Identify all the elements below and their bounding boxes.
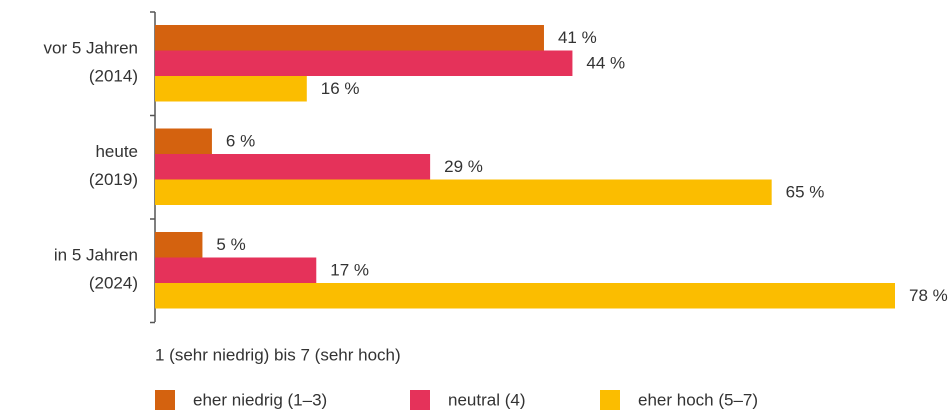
legend-label: neutral (4) — [448, 390, 525, 409]
bar — [155, 76, 307, 102]
legend-swatch — [410, 390, 430, 410]
legend-label: eher niedrig (1–3) — [193, 390, 327, 409]
value-label: 5 % — [216, 235, 245, 254]
value-label: 6 % — [226, 132, 255, 151]
category-label: in 5 Jahren — [54, 246, 138, 265]
value-label: 29 % — [444, 157, 483, 176]
bar — [155, 179, 772, 205]
category-label: (2014) — [89, 67, 138, 86]
value-label: 16 % — [321, 79, 360, 98]
legend-swatch — [600, 390, 620, 410]
value-label: 65 % — [786, 183, 825, 202]
category-label: (2019) — [89, 170, 138, 189]
category-label: (2024) — [89, 274, 138, 293]
legend-label: eher hoch (5–7) — [638, 390, 758, 409]
bar — [155, 25, 544, 51]
value-label: 41 % — [558, 28, 597, 47]
legend-swatch — [155, 390, 175, 410]
category-label: vor 5 Jahren — [44, 39, 139, 58]
bar — [155, 128, 212, 154]
value-label: 78 % — [909, 286, 948, 305]
bar — [155, 283, 895, 309]
value-label: 44 % — [586, 54, 625, 73]
bar — [155, 257, 317, 283]
category-label: heute — [95, 142, 138, 161]
bar — [155, 232, 203, 258]
bar — [155, 154, 431, 180]
bar — [155, 50, 573, 76]
value-label: 17 % — [330, 261, 369, 280]
legend-title: 1 (sehr niedrig) bis 7 (sehr hoch) — [155, 345, 401, 364]
